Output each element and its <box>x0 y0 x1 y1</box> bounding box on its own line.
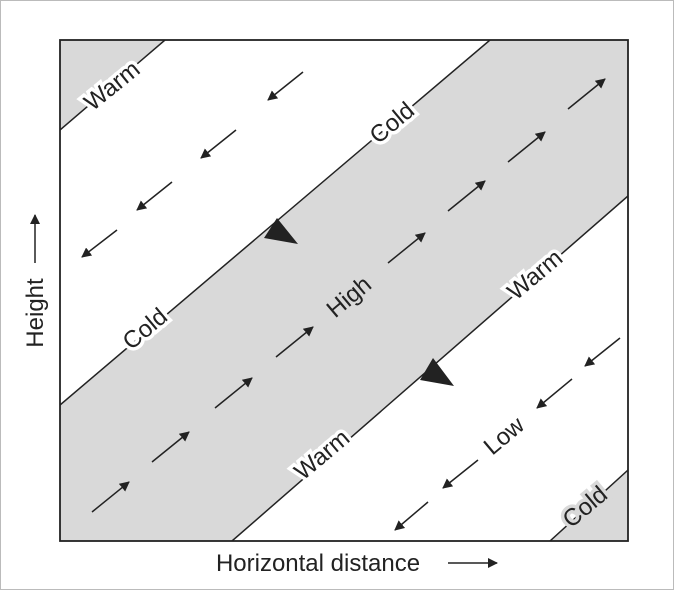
high-flow-arrows <box>91 78 606 513</box>
boundary-line-top-left <box>60 40 166 131</box>
arrow-up-right <box>387 232 426 264</box>
bold-arrow-lower-boundary <box>420 358 454 386</box>
arrow-up-right <box>447 180 486 212</box>
boundary-line-bottom-right <box>549 469 628 541</box>
high-band-region <box>60 40 628 541</box>
arrow-down-left <box>267 71 304 101</box>
bold-arrow-upper-boundary <box>264 218 298 244</box>
plot-border <box>59 39 629 542</box>
plot-area <box>60 40 628 541</box>
arrow-down-left <box>536 378 573 409</box>
arrow-up-right <box>507 131 546 163</box>
arrow-down-left <box>81 229 118 258</box>
y-axis-label: Height <box>22 278 49 348</box>
arrow-up-right <box>275 326 314 358</box>
arrow-up-right <box>91 481 130 513</box>
arrow-down-left <box>584 337 621 367</box>
arrow-down-left <box>442 459 479 489</box>
x-axis-label: Horizontal distance <box>216 550 420 577</box>
arrow-down-left <box>136 181 173 211</box>
arrow-up-right <box>567 78 606 110</box>
low-flow-arrows <box>394 337 621 531</box>
upper-flow-arrows <box>81 71 304 258</box>
arrow-down-left <box>200 129 237 159</box>
arrow-up-right <box>151 431 190 463</box>
arrow-down-left <box>394 501 429 531</box>
arrow-up-right <box>214 377 253 409</box>
